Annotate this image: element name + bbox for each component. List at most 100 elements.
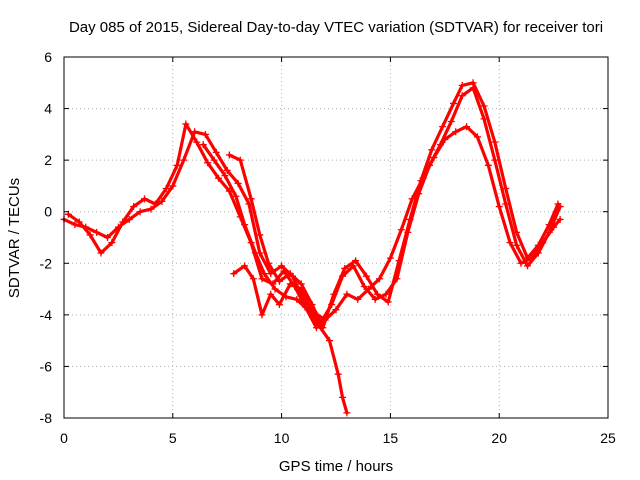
series-markers-satellite-track-1 [60,123,564,324]
data-point-marker [234,179,242,187]
data-point-marker [278,262,286,270]
data-point-marker [436,141,444,149]
data-point-marker [204,159,212,167]
data-point-marker [332,306,340,314]
data-point-marker [275,301,283,309]
data-point-marker [151,200,159,208]
y-tick-label: 4 [44,101,52,117]
data-point-marker [97,249,105,257]
data-point-marker [119,218,127,226]
x-tick-label: 0 [60,430,68,446]
data-point-marker [199,141,207,149]
data-point-marker [415,190,423,198]
data-point-marker [225,151,233,159]
data-point-marker [545,228,553,236]
x-axis-label: GPS time / hours [279,458,393,475]
data-point-marker [376,275,384,283]
x-axis-ticks: 0 5 10 15 20 25 [60,57,616,446]
x-tick-label: 20 [491,430,507,446]
data-point-marker [506,239,514,247]
data-point-marker [352,257,360,265]
data-point-marker [271,285,279,293]
data-point-marker [141,195,149,203]
data-point-marker [260,270,268,278]
data-point-marker [343,290,351,298]
data-point-marker [469,84,477,92]
data-point-marker [275,277,283,285]
data-point-marker [393,275,401,283]
data-point-marker [484,161,492,169]
data-point-marker [371,295,379,303]
y-tick-label: 0 [44,204,52,220]
data-point-marker [162,185,170,193]
data-point-marker [319,324,327,332]
data-point-marker [349,262,357,270]
data-point-marker [221,172,229,180]
data-point-marker [108,239,116,247]
data-point-marker [236,156,244,164]
data-point-marker [258,275,266,283]
data-point-marker [341,264,349,272]
data-point-marker [258,311,266,319]
data-point-marker [86,231,94,239]
data-point-marker [130,203,138,211]
data-point-marker [339,393,347,401]
data-point-marker [502,200,510,208]
x-tick-label: 10 [274,430,290,446]
data-point-marker [452,128,460,136]
data-point-marker [230,270,238,278]
data-point-marker [280,267,288,275]
data-point-marker [556,203,564,211]
data-point-marker [169,182,177,190]
series-markers-satellite-track-5 [230,84,564,327]
data-point-marker [426,161,434,169]
data-point-marker [136,208,144,216]
y-tick-label: -4 [40,307,53,323]
data-point-marker [223,166,231,174]
y-axis-ticks: -8 -6 -4 -2 0 2 4 6 [40,49,608,426]
data-point-marker [297,285,305,293]
data-point-marker [480,102,488,110]
data-point-marker [201,130,209,138]
data-point-marker [404,228,412,236]
x-tick-label: 15 [383,430,399,446]
data-point-marker [75,218,83,226]
x-tick-label: 25 [600,430,616,446]
data-point-marker [214,174,222,182]
data-point-marker [354,295,362,303]
x-tick-label: 5 [169,430,177,446]
data-point-marker [317,319,325,327]
data-point-marker [241,262,249,270]
data-point-marker [428,146,436,154]
data-point-marker [386,254,394,262]
data-point-marker [125,215,133,223]
data-point-marker [71,221,79,229]
data-point-marker [328,301,336,309]
y-axis-label: SDTVAR / TECUs [6,178,23,298]
data-point-marker [556,215,564,223]
data-point-marker [339,272,347,280]
data-point-marker [182,120,190,128]
series-line-satellite-track-5 [232,86,562,325]
data-point-marker [463,123,471,131]
data-point-marker [147,205,155,213]
data-point-marker [397,226,405,234]
y-tick-label: -8 [40,410,53,426]
data-point-marker [373,290,381,298]
data-point-marker [212,148,220,156]
series-line-satellite-track-3 [201,143,349,415]
data-point-marker [491,138,499,146]
data-point-marker [308,308,316,316]
data-point-marker [447,117,455,125]
data-point-marker [458,92,466,100]
y-tick-label: 6 [44,49,52,65]
data-point-marker [491,156,499,164]
data-point-marker [382,290,390,298]
data-point-marker [495,203,503,211]
data-point-marker [293,295,301,303]
data-point-marker [210,156,218,164]
data-point-marker [458,81,466,89]
data-point-marker [265,259,273,267]
data-point-marker [267,290,275,298]
